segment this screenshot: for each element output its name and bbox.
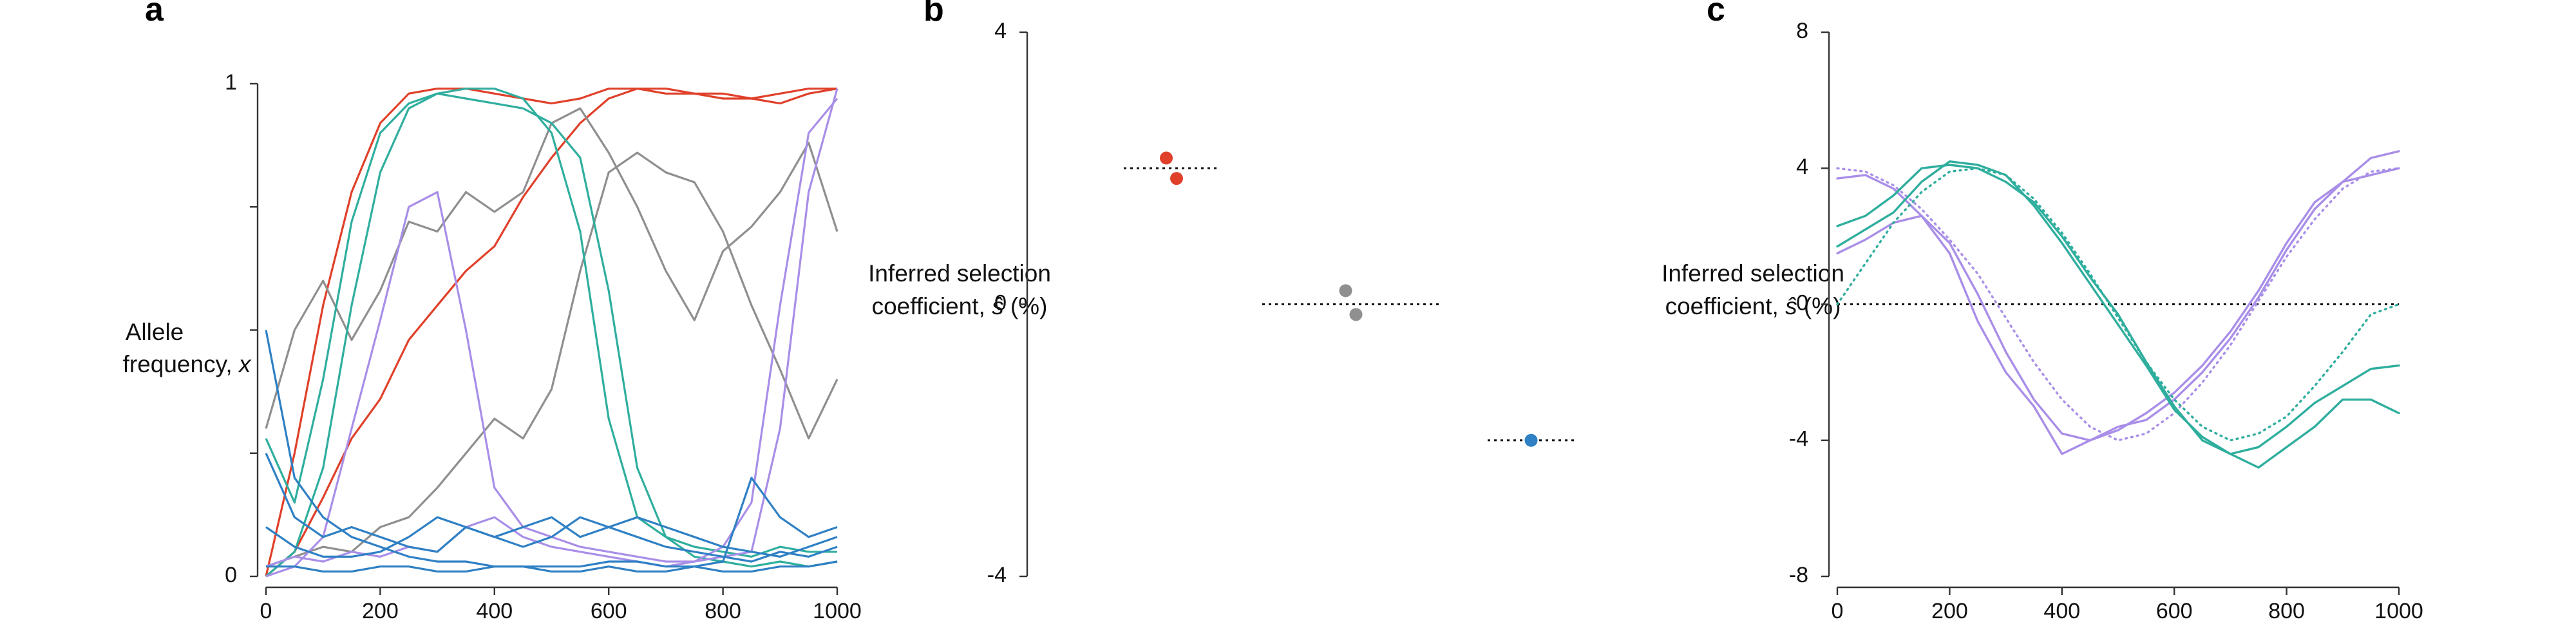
panel-a-x-tick-label: 800 [705,599,741,623]
panel-a-series-line [266,560,838,573]
panel-c-y-tick-label: -8 [1789,563,1808,587]
panel-b-ylabel-line1: Inferred selection [868,260,1051,287]
panel-b-estimate-point [1349,308,1363,321]
panel-c-true-trajectory-line [1836,167,2400,442]
panel-b-estimate-point [1524,433,1538,447]
panel-a-series-line [265,88,837,578]
panel-c-ylabel-var: ŝ [1785,293,1797,319]
panel-a-chart: Allele frequency, x 0 1 0 200 400 600 800 1000 [123,70,862,623]
panel-a-series-line [265,88,837,558]
panel-b-ylabel-unit: (%) [1004,293,1048,319]
panel-a-axes: 0 1 0 200 400 600 800 1000 [225,70,862,623]
panel-a-y-tick-label: 0 [225,563,237,587]
panel-a-y-tick-label: 1 [225,70,237,95]
panel-c-lines [1836,150,2400,469]
panel-a-series-line [265,453,838,558]
panel-a-series-line [265,88,838,577]
panel-c-x-tick-label: 200 [1931,599,1968,623]
panel-a-x-tick-label: 400 [476,599,513,623]
panel-label-c: c [1707,0,1725,28]
panel-c-ylabel-line2: coefficient, ŝ (%) [1665,293,1841,319]
panel-a-series-line [265,330,838,568]
panel-b-ylabel-var: ŝ [992,293,1004,319]
panel-a-series-line [265,516,838,563]
panel-b-chart: Inferred selection coefficient, ŝ (%) 4 0… [868,19,1575,587]
panel-c-inferred-trajectory-line [1836,167,2400,455]
panel-c-axes: 8 4 0 -4 -8 0 200 400 600 800 1000 [1789,19,2423,623]
panel-a-x-tick-label: 600 [591,599,627,623]
panel-c-true-trajectory-line [1836,167,2400,442]
panel-c-inferred-trajectory-line [1836,164,2400,455]
panel-b-estimate-point [1160,151,1173,165]
panel-c-y-tick-label: -4 [1789,427,1808,451]
panel-c-y-tick-label: 4 [1796,155,1808,179]
panel-c-x-tick-label: 800 [2268,599,2305,623]
panel-b-y-tick-label: 0 [994,290,1007,315]
panel-b-estimate-point [1170,172,1183,185]
panel-a-lines [265,88,838,578]
panel-c-x-tick-label: 400 [2043,599,2080,623]
panel-c-y-tick-label: 8 [1796,19,1808,43]
panel-c-inferred-trajectory-line [1836,160,2400,469]
panel-c-y-tick-label: 0 [1796,290,1808,315]
panel-c-ylabel-line1: Inferred selection [1662,260,1844,287]
panel-a-ylabel-line1: Allele [126,319,184,345]
panel-a-ylabel-main: frequency, [123,351,239,377]
panel-a-ylabel-var: x [238,351,252,377]
panel-c-ylabel-main: coefficient, [1665,293,1785,319]
panel-a-ylabel-line2: frequency, x [123,351,252,377]
panel-b-ylabel-main: coefficient, [872,293,992,319]
panel-a-x-tick-label: 200 [362,599,399,623]
panel-c-x-tick-label: 1000 [2374,599,2423,623]
panel-label-b: b [923,0,944,28]
panel-c-x-tick-label: 600 [2156,599,2193,623]
panel-a-series-line [265,97,838,568]
panel-b-axes: 4 0 -4 [987,19,1028,587]
panel-c-x-tick-label: 0 [1832,599,1844,623]
panel-b-y-tick-label: 4 [994,19,1007,43]
panel-b-marks [1124,151,1575,447]
panel-c-chart: Inferred selection coefficient, ŝ (%) 8 4… [1662,19,2423,623]
panel-b-y-tick-label: -4 [987,563,1007,587]
panel-b-ylabel-line2: coefficient, ŝ (%) [872,293,1048,319]
panel-a-series-line [265,92,838,578]
panel-label-a: a [145,0,164,28]
panel-b-estimate-point [1339,284,1352,298]
panel-a-series-line [265,151,838,568]
panel-a-x-tick-label: 0 [260,599,272,623]
panel-a-x-tick-label: 1000 [813,599,862,623]
panel-c-inferred-trajectory-line [1836,150,2400,442]
panel-c-ylabel-unit: (%) [1797,293,1841,319]
